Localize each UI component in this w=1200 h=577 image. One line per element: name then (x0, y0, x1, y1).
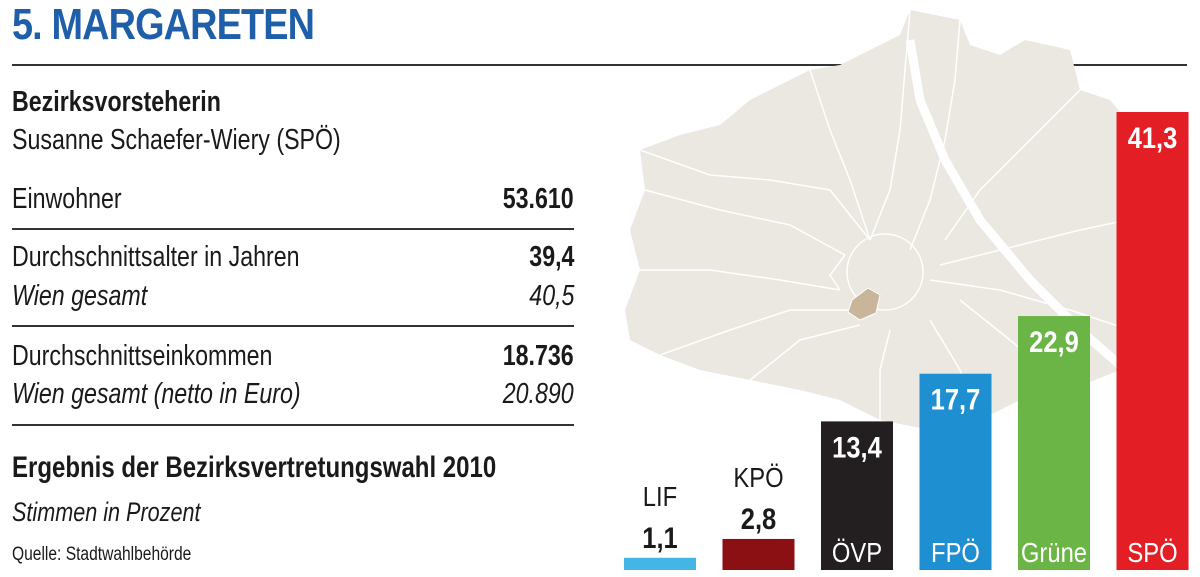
value-label-gr-ne: 22,9 (1029, 325, 1079, 358)
bar-fp- (919, 373, 992, 570)
page-title: 5. MARGARETEN (12, 0, 315, 49)
row-divider (12, 228, 574, 230)
district-borders (639, 10, 1176, 421)
residents-label: Einwohner (12, 183, 122, 215)
bar-sp- (1116, 112, 1189, 570)
election-subheading: Stimmen in Prozent (12, 497, 201, 527)
bar--vp (821, 421, 893, 570)
avg-age-label: Durchschnittsalter in Jahren (12, 241, 300, 273)
category-label-kp-: KPÖ (733, 461, 783, 493)
value-label-fp-: 17,7 (931, 383, 981, 416)
value-label--vp: 13,4 (832, 430, 882, 463)
avg-income-label: Durchschnittseinkommen (12, 340, 273, 372)
value-label-kp-: 2,8 (741, 502, 776, 535)
bar-gr-ne (1018, 316, 1090, 570)
district-highlight-margareten (847, 287, 881, 321)
avg-age-vienna-label: Wien gesamt (12, 280, 148, 312)
mayor-name: Susanne Schaefer-Wiery (SPÖ) (12, 124, 341, 156)
value-label-sp-: 41,3 (1128, 121, 1178, 154)
avg-income-value: 18.736 (503, 340, 574, 372)
category-label-lif: LIF (643, 480, 677, 512)
avg-age-value: 39,4 (528, 241, 574, 273)
category-label-fp-: FPÖ (931, 536, 980, 568)
title-divider (12, 64, 1187, 66)
category-label-sp-: SPÖ (1127, 536, 1177, 568)
bar-kp- (722, 538, 795, 570)
value-label-lif: 1,1 (642, 521, 677, 554)
category-label--vp: ÖVP (832, 536, 882, 568)
election-heading: Ergebnis der Bezirksvertretungswahl 2010 (12, 451, 497, 484)
row-divider (12, 424, 574, 426)
category-label-gr-ne: Grüne (1021, 536, 1087, 568)
avg-age-vienna-value: 40,5 (528, 280, 574, 312)
mayor-heading: Bezirksvorsteherin (12, 86, 221, 118)
source-note: Quelle: Stadtwahlbehörde (12, 544, 192, 565)
bar-lif (624, 557, 696, 570)
avg-income-vienna-label: Wien gesamt (netto in Euro) (12, 378, 301, 410)
row-divider (12, 325, 574, 327)
residents-value: 53.610 (503, 183, 574, 215)
avg-income-vienna-value: 20.890 (503, 378, 574, 410)
